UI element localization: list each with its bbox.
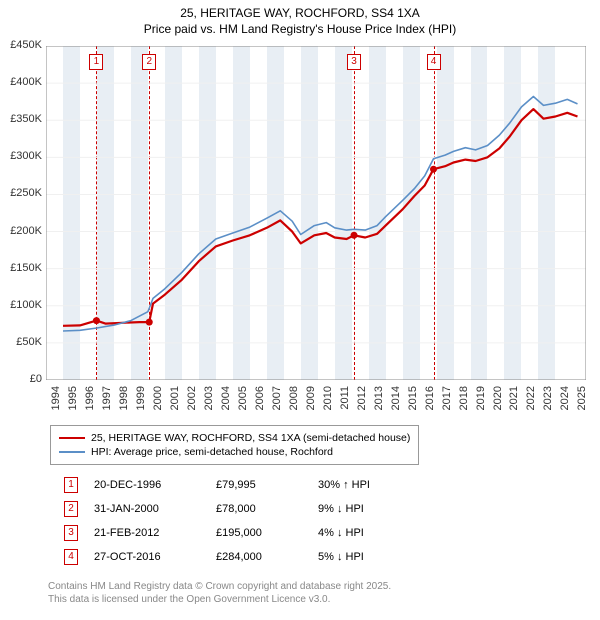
x-tick-label: 2004 — [220, 386, 232, 418]
sale-price: £195,000 — [216, 522, 316, 544]
x-tick-label: 1998 — [118, 386, 130, 418]
sale-date: 31-JAN-2000 — [94, 498, 214, 520]
legend-label: HPI: Average price, semi-detached house,… — [91, 446, 333, 458]
y-tick-label: £450K — [2, 39, 42, 51]
footer-line1: Contains HM Land Registry data © Crown c… — [48, 580, 391, 593]
footer-line2: This data is licensed under the Open Gov… — [48, 593, 391, 606]
table-row: 1 20-DEC-1996£79,99530% ↑ HPI — [64, 474, 384, 496]
sale-marker: 1 — [64, 477, 78, 493]
y-tick-label: £250K — [2, 187, 42, 199]
y-tick-label: £350K — [2, 113, 42, 125]
sale-dot — [93, 317, 100, 324]
x-tick-label: 2014 — [390, 386, 402, 418]
sale-dot — [146, 319, 153, 326]
legend-swatch — [59, 437, 85, 439]
legend: 25, HERITAGE WAY, ROCHFORD, SS4 1XA (sem… — [50, 425, 419, 465]
x-tick-label: 2019 — [475, 386, 487, 418]
sale-marker: 3 — [64, 525, 78, 541]
x-tick-label: 1999 — [135, 386, 147, 418]
table-row: 4 27-OCT-2016£284,0005% ↓ HPI — [64, 546, 384, 568]
sale-price: £284,000 — [216, 546, 316, 568]
legend-swatch — [59, 451, 85, 453]
marker-box-2: 2 — [142, 54, 156, 70]
x-tick-label: 1996 — [84, 386, 96, 418]
sale-price: £78,000 — [216, 498, 316, 520]
x-tick-label: 2009 — [305, 386, 317, 418]
x-tick-label: 2025 — [576, 386, 588, 418]
x-tick-label: 2011 — [339, 386, 351, 418]
x-tick-label: 2020 — [492, 386, 504, 418]
marker-box-4: 4 — [427, 54, 441, 70]
sale-delta: 9% ↓ HPI — [318, 498, 384, 520]
x-tick-label: 2018 — [458, 386, 470, 418]
y-tick-label: £0 — [2, 373, 42, 385]
sale-date: 27-OCT-2016 — [94, 546, 214, 568]
x-tick-label: 2007 — [271, 386, 283, 418]
x-tick-label: 1997 — [101, 386, 113, 418]
x-tick-label: 2023 — [542, 386, 554, 418]
marker-box-3: 3 — [347, 54, 361, 70]
x-tick-label: 2005 — [237, 386, 249, 418]
x-tick-label: 1994 — [50, 386, 62, 418]
table-row: 3 21-FEB-2012£195,0004% ↓ HPI — [64, 522, 384, 544]
x-tick-label: 2000 — [152, 386, 164, 418]
series-price_paid — [63, 109, 578, 326]
y-tick-label: £300K — [2, 150, 42, 162]
sale-delta: 5% ↓ HPI — [318, 546, 384, 568]
title-line1: 25, HERITAGE WAY, ROCHFORD, SS4 1XA — [0, 6, 600, 22]
sale-dot — [351, 232, 358, 239]
table-row: 2 31-JAN-2000£78,0009% ↓ HPI — [64, 498, 384, 520]
legend-row: 25, HERITAGE WAY, ROCHFORD, SS4 1XA (sem… — [59, 431, 410, 445]
sale-date: 21-FEB-2012 — [94, 522, 214, 544]
sale-marker: 4 — [64, 549, 78, 565]
x-tick-label: 2002 — [186, 386, 198, 418]
sale-delta: 30% ↑ HPI — [318, 474, 384, 496]
x-tick-label: 2013 — [373, 386, 385, 418]
sale-delta: 4% ↓ HPI — [318, 522, 384, 544]
x-tick-label: 2016 — [424, 386, 436, 418]
sale-date: 20-DEC-1996 — [94, 474, 214, 496]
x-tick-label: 2024 — [559, 386, 571, 418]
sale-dot — [430, 166, 437, 173]
sales-table: 1 20-DEC-1996£79,99530% ↑ HPI 2 31-JAN-2000… — [62, 472, 386, 570]
x-tick-label: 2010 — [322, 386, 334, 418]
x-tick-label: 2001 — [169, 386, 181, 418]
y-tick-label: £200K — [2, 225, 42, 237]
legend-label: 25, HERITAGE WAY, ROCHFORD, SS4 1XA (sem… — [91, 432, 410, 444]
x-tick-label: 2021 — [508, 386, 520, 418]
y-tick-label: £100K — [2, 299, 42, 311]
x-tick-label: 1995 — [67, 386, 79, 418]
chart-title: 25, HERITAGE WAY, ROCHFORD, SS4 1XA Pric… — [0, 0, 600, 37]
y-tick-label: £150K — [2, 262, 42, 274]
x-tick-label: 2017 — [441, 386, 453, 418]
y-tick-label: £400K — [2, 76, 42, 88]
x-tick-label: 2006 — [254, 386, 266, 418]
x-tick-label: 2015 — [407, 386, 419, 418]
y-tick-label: £50K — [2, 336, 42, 348]
footer-attribution: Contains HM Land Registry data © Crown c… — [48, 580, 391, 606]
x-tick-label: 2012 — [356, 386, 368, 418]
legend-row: HPI: Average price, semi-detached house,… — [59, 445, 410, 459]
series-hpi — [63, 97, 578, 332]
x-tick-label: 2008 — [288, 386, 300, 418]
chart-plot-area: 1 2 3 4 — [46, 46, 586, 380]
x-tick-label: 2003 — [203, 386, 215, 418]
x-tick-label: 2022 — [525, 386, 537, 418]
marker-box-1: 1 — [89, 54, 103, 70]
title-line2: Price paid vs. HM Land Registry's House … — [0, 22, 600, 38]
sale-marker: 2 — [64, 501, 78, 517]
sale-price: £79,995 — [216, 474, 316, 496]
